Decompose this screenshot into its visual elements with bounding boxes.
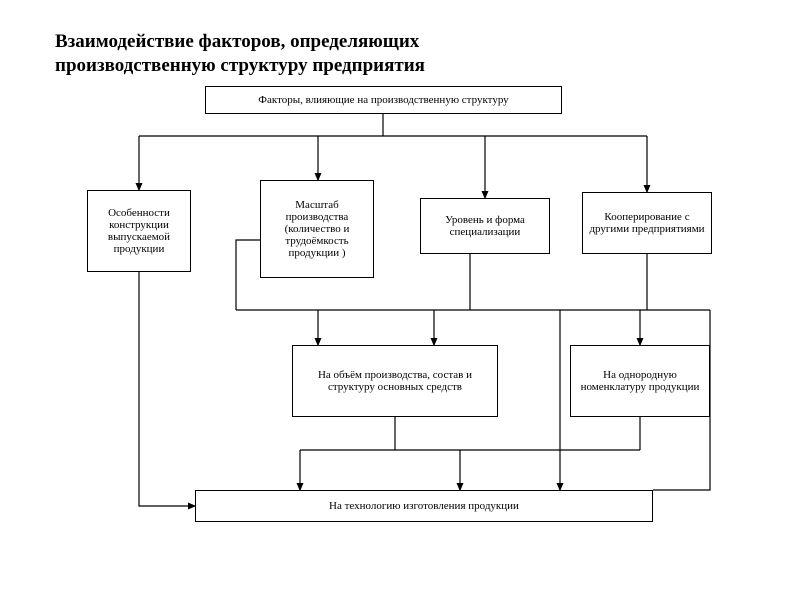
node-f4: Кооперирование с другими предприятиями xyxy=(582,192,712,254)
node-m2: На однородную номенклатуру продукции xyxy=(570,345,710,417)
title-line1: Взаимодействие факторов, определяющих xyxy=(55,31,419,52)
edge-6 xyxy=(139,272,195,506)
node-m1: На объём производства, состав и структур… xyxy=(292,345,498,417)
node-root: Факторы, влияющие на производственную ст… xyxy=(205,86,562,114)
page-title: Взаимодействие факторов, определяющих пр… xyxy=(55,30,425,78)
node-f2: Масштаб производства (количество и трудо… xyxy=(260,180,374,278)
title-line2: производственную структуру предприятия xyxy=(55,55,425,76)
edge-7 xyxy=(236,240,260,310)
diagram-canvas: Взаимодействие факторов, определяющих пр… xyxy=(0,0,800,600)
node-f3: Уровень и форма специализации xyxy=(420,198,550,254)
node-bottom: На технологию изготовления продукции xyxy=(195,490,653,522)
node-f1: Особенности конструкции выпускаемой прод… xyxy=(87,190,191,272)
